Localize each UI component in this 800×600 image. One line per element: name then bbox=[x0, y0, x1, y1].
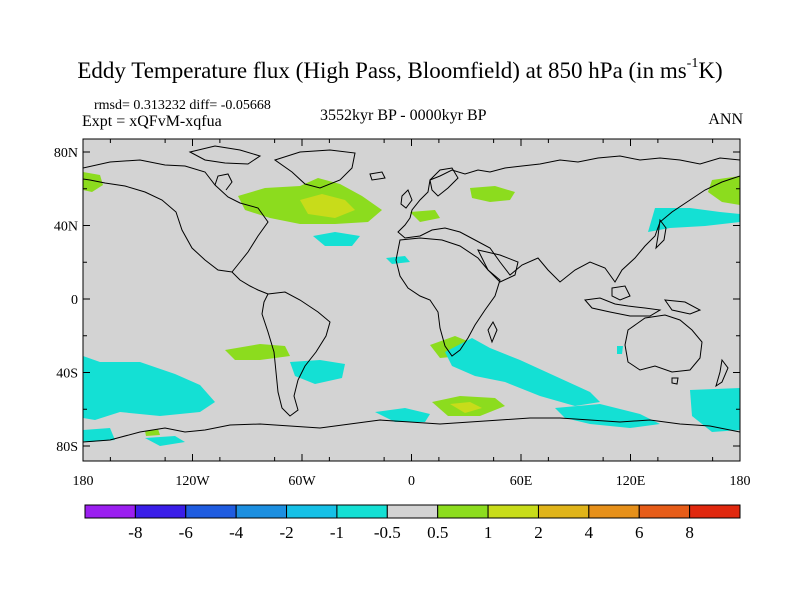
coastline-australia bbox=[624, 314, 703, 373]
lon-label: 60E bbox=[510, 474, 533, 489]
colorbar-swatch bbox=[235, 504, 288, 519]
anomaly-patch bbox=[313, 232, 360, 246]
colorbar: -8 -6 -4 -2 -1 -0.5 0.5 1 2 4 6 8 bbox=[84, 504, 741, 542]
lat-label: 40S bbox=[56, 367, 78, 382]
coastline-borneo bbox=[611, 285, 631, 301]
colorbar-swatch bbox=[185, 504, 237, 519]
coastline-uk bbox=[400, 189, 413, 209]
lon-label: 180 bbox=[730, 474, 751, 489]
colorbar-label: 4 bbox=[585, 523, 594, 542]
coastline-eurasia bbox=[397, 155, 740, 283]
anomaly-patch bbox=[708, 176, 740, 205]
coastline-new-guinea bbox=[663, 299, 702, 315]
axis-tick-labels: 80N 40N 0 40S 80S 180 120W 60W 0 60E 120E 180 bbox=[54, 146, 751, 489]
coastline-tasmania bbox=[671, 377, 679, 385]
coastline-arctic-islands bbox=[188, 145, 262, 165]
lon-label: 120W bbox=[175, 474, 210, 489]
anomaly-patch bbox=[470, 186, 515, 202]
colorbar-label: 1 bbox=[484, 523, 493, 542]
colorbar-label: -2 bbox=[279, 523, 293, 542]
anomaly-patch bbox=[690, 388, 740, 432]
anomaly-patch bbox=[555, 404, 660, 428]
coastline-antarctica bbox=[83, 417, 740, 443]
coastline-madagascar bbox=[487, 320, 498, 344]
colorbar-label: -8 bbox=[128, 523, 142, 542]
lat-label: 40N bbox=[54, 220, 78, 235]
lon-label: 180 bbox=[73, 474, 94, 489]
anomaly-patch bbox=[617, 346, 623, 354]
colorbar-swatch bbox=[84, 504, 136, 519]
coastline-indonesia bbox=[584, 297, 662, 317]
coastline-scandinavia bbox=[429, 167, 459, 197]
anomaly-core bbox=[450, 402, 482, 413]
anomaly-patch bbox=[145, 436, 185, 446]
anomaly-patch bbox=[83, 172, 103, 192]
coastline-south-america bbox=[261, 291, 331, 417]
colorbar-swatch bbox=[134, 504, 187, 519]
title-superscript: -1 bbox=[686, 56, 699, 72]
colorbar-label: -1 bbox=[330, 523, 344, 542]
anomaly-patch bbox=[410, 210, 440, 222]
anomaly-patch bbox=[83, 428, 115, 442]
colorbar-swatch bbox=[286, 504, 338, 519]
anomaly-patch bbox=[445, 338, 600, 406]
coastline-iceland bbox=[369, 171, 386, 181]
colorbar-swatch bbox=[588, 504, 640, 519]
coastline-arabia bbox=[477, 249, 519, 283]
lon-label: 0 bbox=[408, 474, 415, 489]
coastlines bbox=[83, 145, 740, 443]
colorbar-label: -6 bbox=[179, 523, 193, 542]
coastline-africa bbox=[395, 237, 501, 357]
anomaly-fields bbox=[83, 172, 740, 446]
anomaly-patch bbox=[290, 360, 345, 384]
coastline-central-america bbox=[231, 271, 269, 295]
axis-ticks bbox=[82, 139, 741, 461]
coastline-north-america bbox=[83, 159, 269, 273]
colorbar-label: 8 bbox=[685, 523, 694, 542]
colorbar-swatch bbox=[487, 504, 539, 519]
stats-text: rmsd= 0.313232 diff= -0.05668 bbox=[94, 98, 271, 113]
colorbar-swatch bbox=[336, 504, 388, 519]
lat-label: 0 bbox=[71, 293, 78, 308]
colorbar-label: 2 bbox=[534, 523, 543, 542]
title-main: Eddy Temperature flux (High Pass, Bloomf… bbox=[77, 58, 687, 83]
colorbar-swatch bbox=[537, 504, 590, 519]
season-text: ANN bbox=[708, 111, 743, 128]
lat-label: 80S bbox=[56, 440, 78, 455]
colorbar-swatch bbox=[638, 504, 691, 519]
colorbar-swatch bbox=[437, 504, 489, 519]
colorbar-label: -4 bbox=[229, 523, 244, 542]
experiment-text: Expt = xQFvM-xqfua bbox=[82, 113, 222, 130]
chart-title: Eddy Temperature flux (High Pass, Bloomf… bbox=[0, 56, 800, 84]
coastline-new-zealand bbox=[715, 358, 729, 388]
anomaly-patch bbox=[83, 356, 215, 420]
title-unit-end: K) bbox=[698, 58, 723, 83]
anomaly-patch bbox=[648, 208, 740, 232]
colorbar-label: 0.5 bbox=[427, 523, 448, 542]
colorbar-swatch bbox=[689, 504, 741, 519]
coastline-greenland bbox=[273, 149, 356, 189]
coastline-hudson-bay bbox=[214, 173, 233, 191]
colorbar-label: 6 bbox=[635, 523, 644, 542]
lon-label: 60W bbox=[288, 474, 316, 489]
anomaly-patch bbox=[375, 408, 430, 422]
anomaly-core bbox=[300, 194, 355, 218]
lon-label: 120E bbox=[616, 474, 646, 489]
colorbar-label: -0.5 bbox=[374, 523, 401, 542]
lat-label: 80N bbox=[54, 146, 78, 161]
anomaly-patch bbox=[386, 256, 410, 264]
period-text: 3552kyr BP - 0000kyr BP bbox=[320, 107, 487, 124]
colorbar-swatch bbox=[386, 504, 439, 519]
coastline-japan bbox=[655, 218, 667, 250]
anomaly-patch bbox=[225, 344, 290, 360]
